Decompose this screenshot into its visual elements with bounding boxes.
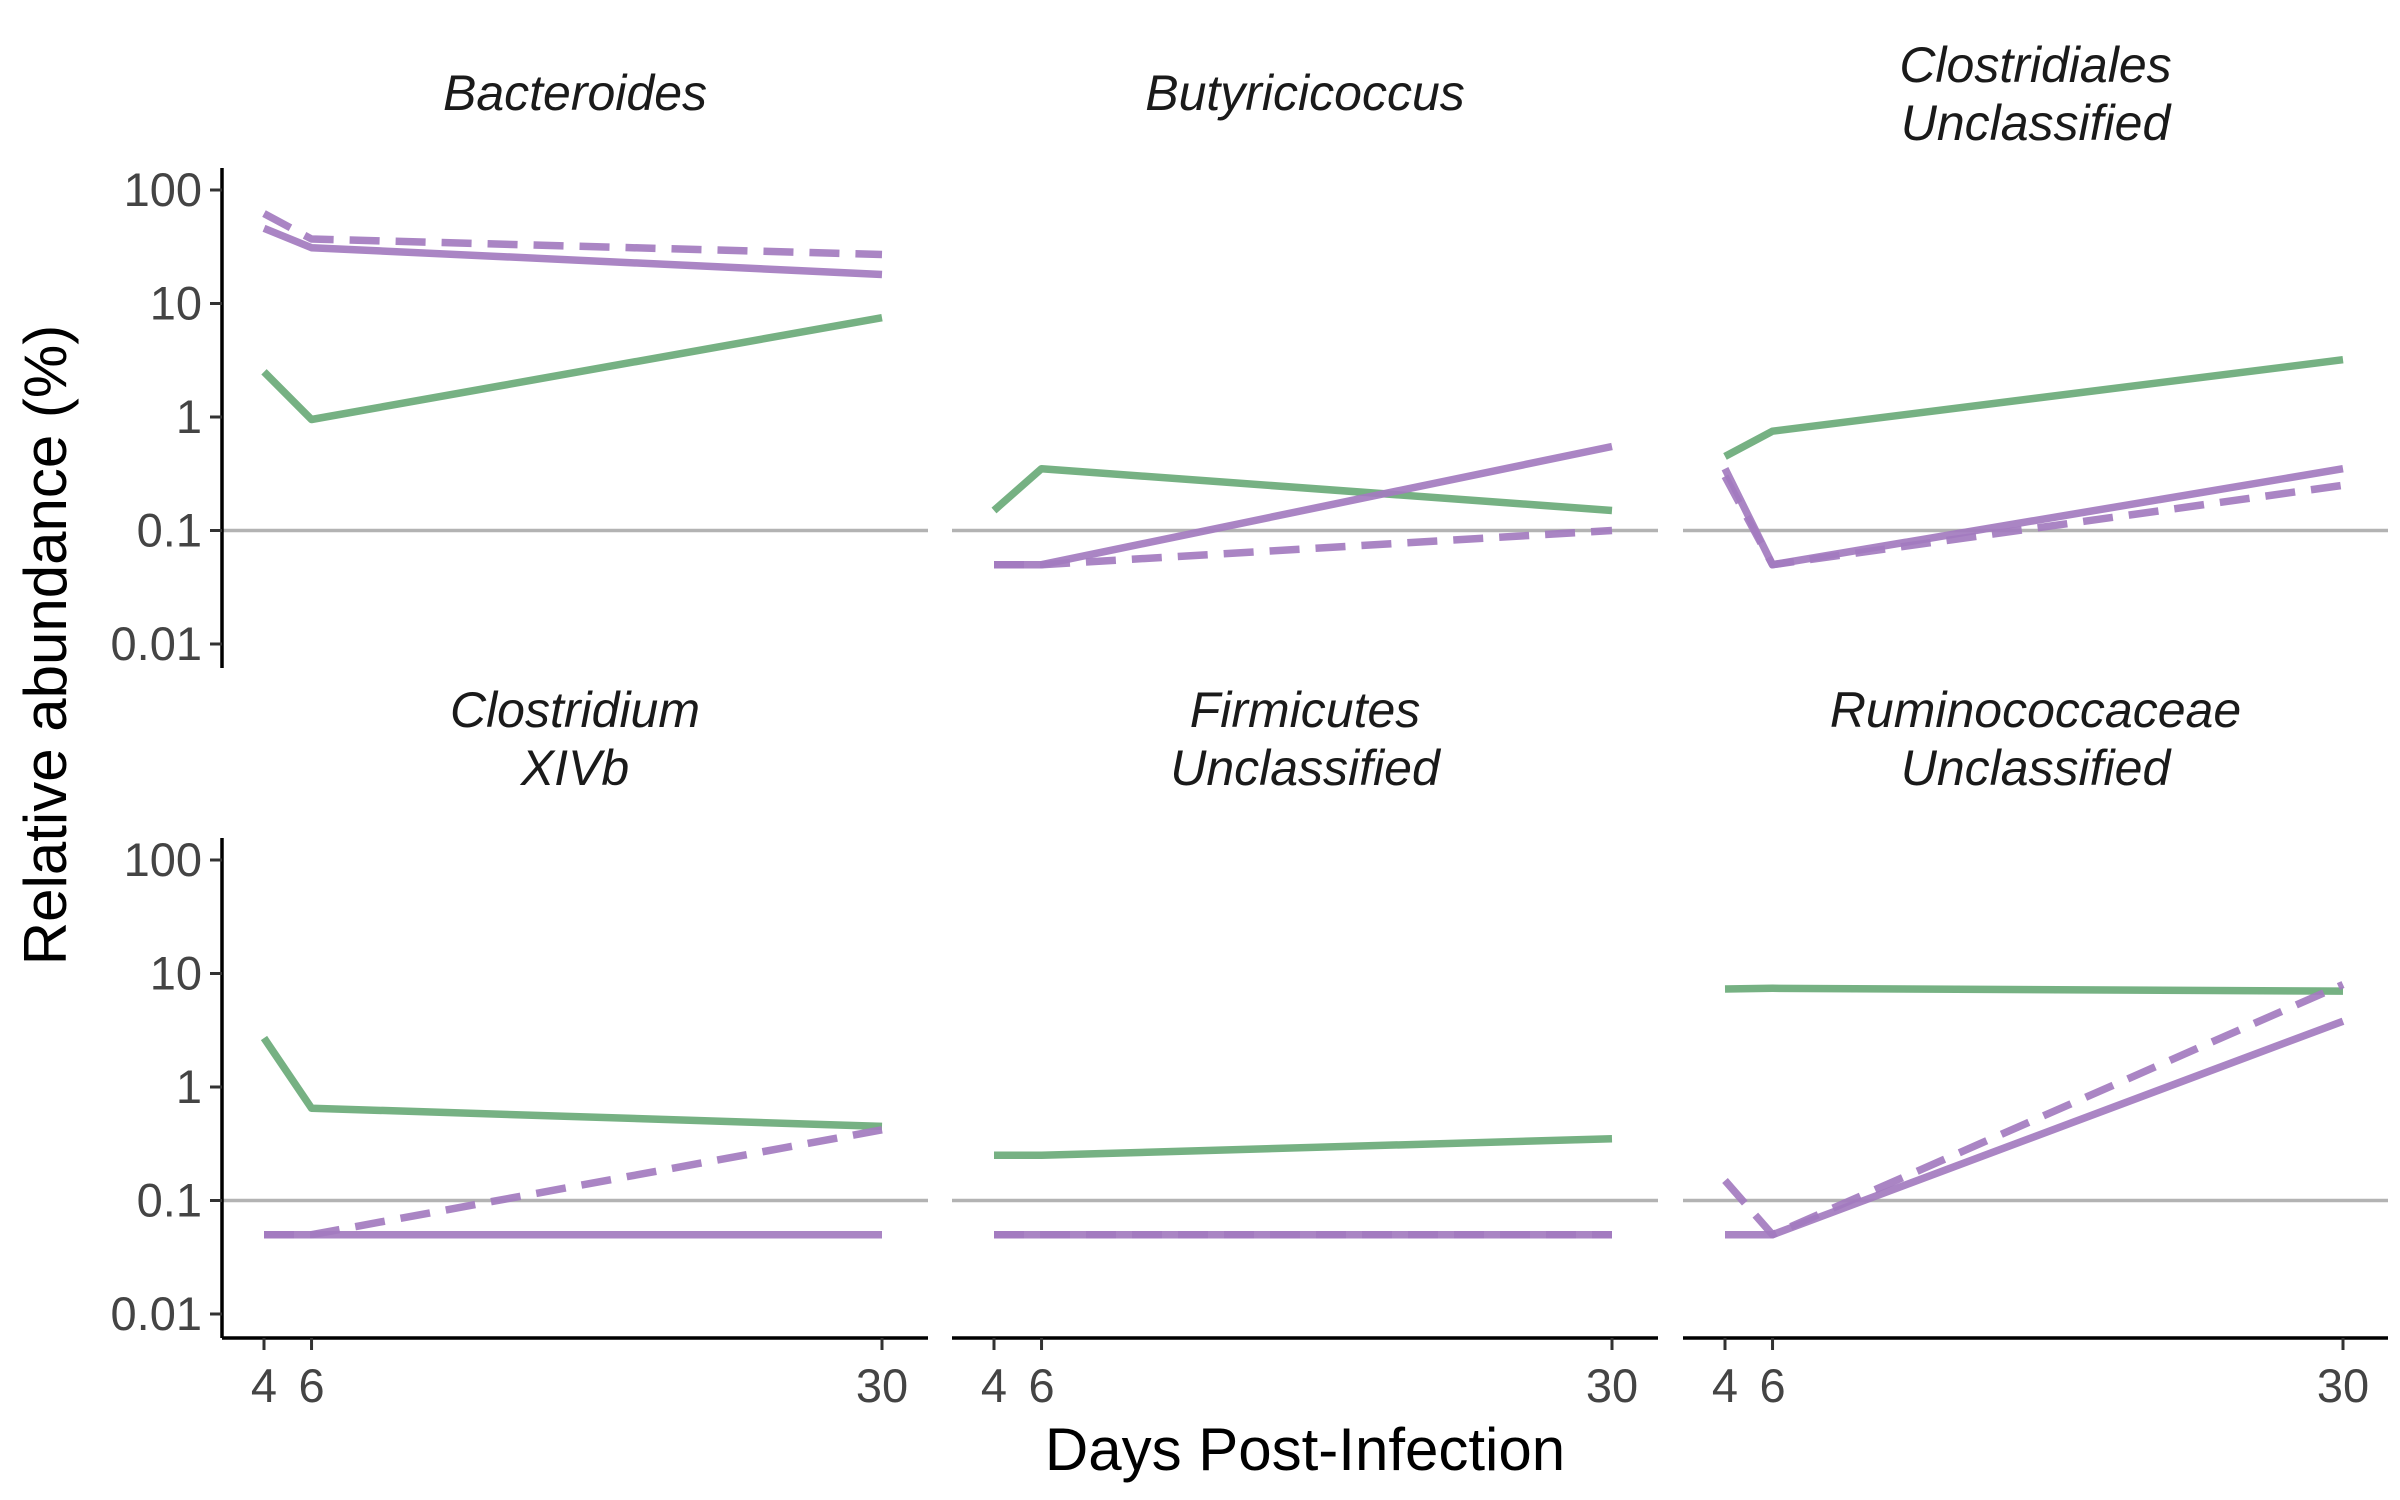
series-line-purple-solid: [262, 224, 883, 279]
y-tick-label: 1: [176, 390, 202, 443]
y-tick-label: 0.01: [111, 617, 202, 670]
x-tick-label: 4: [251, 1359, 277, 1412]
facet-title-4-line-1: Clostridium: [450, 682, 700, 738]
series-line-green-solid: [1723, 355, 2344, 460]
facet-title-2: Butyricicoccus: [1145, 65, 1465, 121]
y-axis-title: Relative abundance (%): [12, 325, 79, 965]
series-line-purple-dashed: [1721, 474, 2344, 569]
y-tick-label: 0.1: [137, 504, 202, 557]
series-line-green-solid: [261, 314, 883, 424]
series-line-purple-solid: [1725, 1017, 2345, 1239]
series-line-purple-dashed: [1722, 981, 2345, 1239]
x-tick-label: 4: [981, 1359, 1007, 1412]
x-tick-label: 6: [1759, 1359, 1785, 1412]
y-tick-label: 100: [124, 163, 202, 216]
facet-title-6-line-2: Unclassified: [1901, 740, 2173, 796]
facet-title-1: Bacteroides: [443, 65, 707, 121]
series-line-purple-dashed: [262, 210, 883, 259]
x-axis-title: Days Post-Infection: [1045, 1416, 1565, 1483]
series-line-green-solid: [1724, 984, 2344, 995]
facet-title-5-line-2: Unclassified: [1170, 740, 1442, 796]
facet-title-5-line-1: Firmicutes: [1190, 682, 1421, 738]
y-tick-label: 1: [176, 1060, 202, 1113]
x-tick-label: 30: [856, 1359, 908, 1412]
series-line-purple-solid: [1721, 465, 2344, 569]
series-line-green-solid: [260, 1035, 883, 1131]
y-tick-label: 0.01: [111, 1287, 202, 1340]
series-line-purple-dashed: [994, 526, 1613, 569]
x-tick-label: 30: [1586, 1359, 1638, 1412]
facet-title-3-line-1: Clostridiales: [1899, 37, 2171, 93]
x-tick-label: 6: [298, 1359, 324, 1412]
y-tick-label: 10: [150, 277, 202, 330]
series-line-green-solid: [994, 1134, 1613, 1160]
facet-title-6-line-1: Ruminococcaceae: [1830, 682, 2241, 738]
x-tick-label: 30: [2317, 1359, 2369, 1412]
facet-title-4-line-2: XIVb: [520, 740, 629, 796]
y-tick-label: 10: [150, 947, 202, 1000]
x-tick-label: 6: [1028, 1359, 1054, 1412]
y-tick-label: 100: [124, 833, 202, 886]
x-tick-label: 4: [1712, 1359, 1738, 1412]
y-tick-label: 0.1: [137, 1174, 202, 1227]
series-line-green-solid: [991, 464, 1613, 515]
series-line-purple-dashed: [264, 1126, 883, 1239]
facet-title-3-line-2: Unclassified: [1901, 95, 2173, 151]
